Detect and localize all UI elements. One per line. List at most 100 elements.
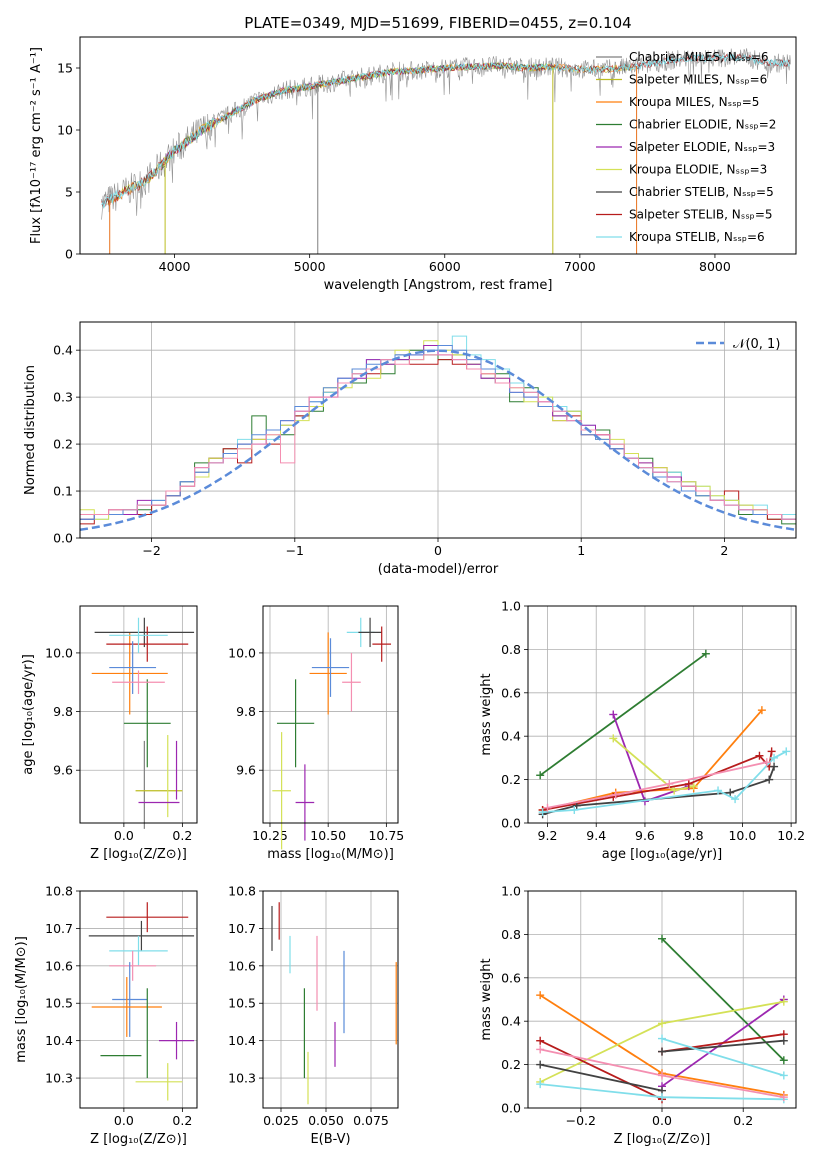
x-tick-label: 0.050 <box>308 1113 344 1128</box>
x-tick-label: 0.0 <box>114 828 134 843</box>
spectrum-chabrier-miles <box>101 48 791 220</box>
x-tick-label: 10.25 <box>252 828 288 843</box>
y-tick-label: 0.2 <box>53 437 73 452</box>
y-tick-label: 0.0 <box>501 1101 521 1116</box>
y-tick-label: 0.4 <box>501 729 521 744</box>
x-axis-label: Z [log₁₀(Z/Z⊙)] <box>614 1132 711 1147</box>
y-tick-label: 10.0 <box>228 645 256 660</box>
y-tick-label: 0.1 <box>53 484 73 499</box>
x-tick-label: 4000 <box>159 259 191 274</box>
weight-line <box>539 652 707 777</box>
y-tick-label: 0.4 <box>501 1014 521 1029</box>
x-tick-label: 0.2 <box>733 1113 753 1128</box>
y-tick-label: 10.8 <box>45 884 73 899</box>
y-tick-label: 10.8 <box>228 884 256 899</box>
figure-title: PLATE=0349, MJD=51699, FIBERID=0455, z=0… <box>244 14 631 32</box>
panel-mass-vs-Z: 0.0 0.2 10.3 10.4 10.5 10.6 10.7 10.8 Z [log₁₀(Z… <box>14 884 198 1147</box>
legend-label: Kroupa ELODIE, Nₛₛₚ=3 <box>629 163 767 177</box>
panel-age-vs-Z: 0.0 0.2 9.6 9.8 10.0 Z [log₁₀(Z/Z⊙)] age [log₁… <box>21 605 198 862</box>
y-tick-label: 15 <box>57 61 73 76</box>
x-tick-label: 0.0 <box>652 1113 672 1128</box>
y-axis-label: mass [log₁₀(M/M⊙)] <box>14 936 29 1063</box>
weight-lines <box>536 649 791 819</box>
y-tick-label: 9.6 <box>53 763 73 778</box>
y-axis-label: age [log₁₀(age/yr)] <box>21 654 36 775</box>
y-tick-label: 1.0 <box>501 599 521 614</box>
x-axis-label: E(B-V) <box>310 1132 350 1147</box>
x-tick-label: 0.2 <box>172 1113 192 1128</box>
x-tick-label: 10.2 <box>777 828 805 843</box>
x-axis-label: age [log₁₀(age/yr)] <box>602 847 723 862</box>
x-axis-label: mass [log₁₀(M/M⊙)] <box>267 847 394 862</box>
x-axis-label: Z [log₁₀(Z/Z⊙)] <box>90 1132 187 1147</box>
y-tick-label: 9.8 <box>53 704 73 719</box>
weight-lines <box>536 934 788 1104</box>
x-axis-label: Z [log₁₀(Z/Z⊙)] <box>90 847 187 862</box>
legend-label: Salpeter ELODIE, Nₛₛₚ=3 <box>629 140 775 154</box>
x-tick-label: 10.50 <box>310 828 346 843</box>
y-tick-label: 10.6 <box>228 958 256 973</box>
weight-line <box>539 1039 663 1101</box>
y-tick-label: 10.4 <box>45 1033 73 1048</box>
y-tick-label: 10.3 <box>228 1071 256 1086</box>
y-tick-label: 0.0 <box>53 531 73 546</box>
y-tick-label: 10.4 <box>228 1033 256 1048</box>
y-tick-label: 10.0 <box>45 645 73 660</box>
y-tick-label: 0.4 <box>53 343 73 358</box>
plot-frame <box>79 890 198 1109</box>
y-axis-label: mass weight <box>479 958 494 1040</box>
y-axis-label: Normed distribution <box>23 365 38 495</box>
spectrum-kroupa-stelib <box>101 53 791 210</box>
panel-mass-weight-vs-Z: −0.2 0.0 0.2 0.0 0.2 0.4 0.6 0.8 1.0 Z [log₁₀(Z/Z… <box>479 884 797 1147</box>
plot-frame <box>79 321 797 539</box>
y-axis-label: Flux [fλ10⁻¹⁷ erg cm⁻² s⁻¹ A⁻¹] <box>29 47 44 244</box>
x-tick-label: −2 <box>142 543 160 558</box>
y-tick-label: 0.3 <box>53 390 73 405</box>
y-tick-label: 0.0 <box>501 816 521 831</box>
x-tick-label: 7000 <box>564 259 596 274</box>
legend: 𝒩(0, 1) <box>696 337 780 352</box>
x-axis-label: wavelength [Angstrom, rest frame] <box>324 278 553 293</box>
y-tick-label: 0.8 <box>501 927 521 942</box>
y-tick-label: 0.8 <box>501 642 521 657</box>
x-axis-label: (data-model)/error <box>378 562 499 577</box>
legend-label: Kroupa MILES, Nₛₛₚ=5 <box>629 95 759 109</box>
x-tick-label: −1 <box>286 543 304 558</box>
normal-curve <box>80 349 796 532</box>
y-tick-label: 10.7 <box>45 921 73 936</box>
plot-frame <box>79 605 198 824</box>
legend: Chabrier MILES, Nₛₛₚ=6 Salpeter MILES, Nₛ… <box>596 50 776 244</box>
y-tick-label: 10.7 <box>228 921 256 936</box>
histogram-model_pink <box>80 354 796 538</box>
legend-label: 𝒩(0, 1) <box>733 337 780 352</box>
y-tick-label: 10.5 <box>228 996 256 1011</box>
histogram-steps <box>80 335 796 538</box>
x-tick-label: 10.0 <box>728 828 756 843</box>
x-tick-label: 0.025 <box>263 1113 299 1128</box>
plot-frame <box>262 605 399 824</box>
legend-label: Salpeter MILES, Nₛₛₚ=6 <box>629 73 767 87</box>
x-tick-label: 9.4 <box>586 828 606 843</box>
plot-frame <box>527 605 797 824</box>
panel-mass-vs-EBV: 0.025 0.050 0.075 10.3 10.4 10.5 10.6 10.7 10.8 E… <box>228 884 399 1147</box>
spectrum-lines <box>101 48 791 254</box>
x-tick-label: −0.2 <box>566 1113 596 1128</box>
y-tick-label: 0.2 <box>501 772 521 787</box>
weight-line <box>661 1037 785 1077</box>
x-tick-label: 6000 <box>429 259 461 274</box>
weight-line <box>547 761 767 809</box>
y-tick-label: 0.2 <box>501 1057 521 1072</box>
y-tick-label: 0 <box>65 247 73 262</box>
errorbar-points <box>271 902 397 1105</box>
legend-label: Salpeter STELIB, Nₛₛₚ=5 <box>629 208 773 222</box>
y-tick-label: 10.3 <box>45 1071 73 1086</box>
y-tick-label: 10 <box>57 123 73 138</box>
y-tick-label: 10.6 <box>45 958 73 973</box>
y-tick-label: 9.6 <box>236 763 256 778</box>
weight-line <box>661 1033 784 1053</box>
weight-line <box>661 938 785 1061</box>
legend-label: Kroupa STELIB, Nₛₛₚ=6 <box>629 230 765 244</box>
x-tick-label: 2 <box>720 543 728 558</box>
plot-frame <box>527 890 797 1109</box>
